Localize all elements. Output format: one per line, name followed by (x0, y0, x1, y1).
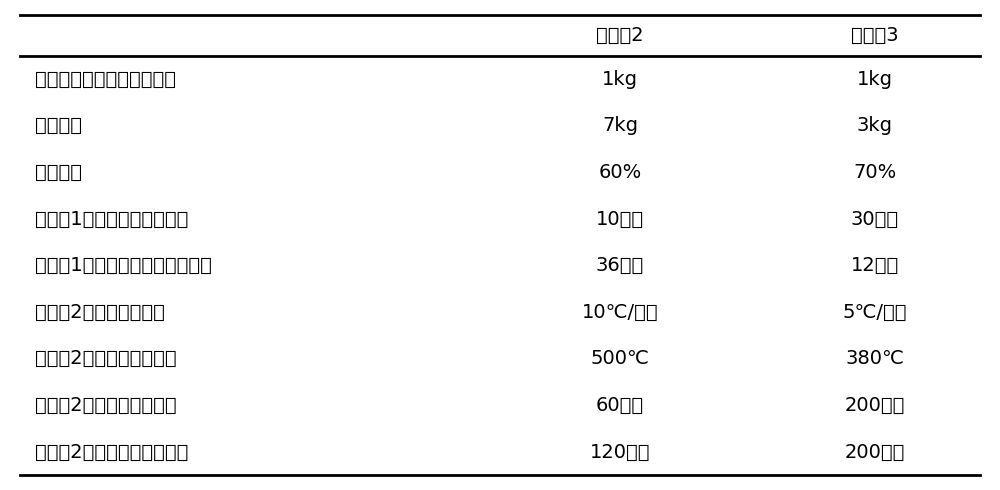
Text: 磷酸用量: 磷酸用量 (35, 116, 82, 135)
Text: 步骤（2）的保温活化时间: 步骤（2）的保温活化时间 (35, 396, 177, 415)
Text: 10分钟: 10分钟 (596, 210, 644, 228)
Text: 200分钟: 200分钟 (845, 396, 905, 415)
Text: 12小时: 12小时 (851, 256, 899, 275)
Text: 7kg: 7kg (602, 116, 638, 135)
Text: 实施例2: 实施例2 (596, 26, 644, 45)
Text: 60%: 60% (598, 163, 642, 182)
Text: 380℃: 380℃ (846, 349, 904, 368)
Text: 70%: 70% (853, 163, 897, 182)
Text: 120分钟: 120分钟 (590, 442, 650, 462)
Text: 60分钟: 60分钟 (596, 396, 644, 415)
Text: 磷酸浓度: 磷酸浓度 (35, 163, 82, 182)
Text: 步骤（1）中的搅拌混合时间: 步骤（1）中的搅拌混合时间 (35, 210, 188, 228)
Text: 30分钟: 30分钟 (851, 210, 899, 228)
Text: 步骤（2）活化后的降温时间: 步骤（2）活化后的降温时间 (35, 442, 188, 462)
Text: 实施例3: 实施例3 (851, 26, 899, 45)
Text: 步骤（2）中的升温速率: 步骤（2）中的升温速率 (35, 303, 165, 322)
Text: 36小时: 36小时 (596, 256, 644, 275)
Text: 3kg: 3kg (857, 116, 893, 135)
Text: 500℃: 500℃ (591, 349, 649, 368)
Text: 10℃/分钟: 10℃/分钟 (582, 303, 658, 322)
Text: 步骤（2）的保温活化温度: 步骤（2）的保温活化温度 (35, 349, 177, 368)
Text: 1kg: 1kg (602, 70, 638, 89)
Text: 步骤（1）搅拌后的密闭静置时间: 步骤（1）搅拌后的密闭静置时间 (35, 256, 212, 275)
Text: 脱墨渣用量（以干物质计）: 脱墨渣用量（以干物质计） (35, 70, 176, 89)
Text: 1kg: 1kg (857, 70, 893, 89)
Text: 200分钟: 200分钟 (845, 442, 905, 462)
Text: 5℃/分钟: 5℃/分钟 (843, 303, 907, 322)
